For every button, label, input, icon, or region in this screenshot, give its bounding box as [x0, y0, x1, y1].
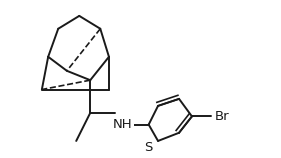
Text: Br: Br — [215, 110, 230, 123]
Text: S: S — [144, 141, 153, 155]
Text: NH: NH — [113, 118, 133, 131]
